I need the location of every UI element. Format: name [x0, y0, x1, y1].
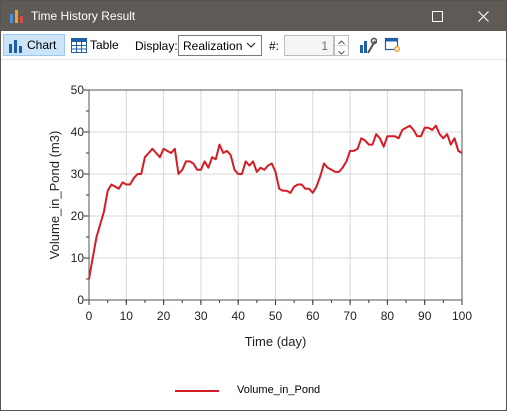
x-tick-label: 40	[232, 309, 246, 323]
chevron-down-icon	[246, 42, 256, 48]
y-tick-label: 0	[77, 293, 84, 307]
maximize-icon	[432, 11, 443, 22]
chart-view-button[interactable]: Chart	[3, 34, 65, 56]
x-axis-label: Time (day)	[245, 334, 307, 349]
bar-chart-icon	[10, 10, 23, 23]
chart-area: 0 10 20 30 40 50 0 10 20 30 40 50 60 70 80 90 100 Time (d…	[1, 60, 506, 410]
chevron-up-icon	[338, 40, 345, 45]
chart-settings-button[interactable]	[356, 34, 380, 56]
x-tick-label: 20	[157, 309, 171, 323]
x-tick-label: 50	[269, 309, 283, 323]
series-line-volume-in-pond	[88, 124, 463, 280]
x-tick-label: 80	[381, 309, 395, 323]
line-chart: 0 10 20 30 40 50 0 10 20 30 40 50 60 70 80 90 100 Time (d…	[47, 83, 472, 349]
realization-input[interactable]: 1	[284, 35, 334, 56]
x-tick-label: 0	[86, 309, 93, 323]
chart-legend: Volume_in_Pond	[175, 383, 345, 399]
stepper-up[interactable]	[335, 36, 348, 46]
x-tick-label: 90	[418, 309, 432, 323]
y-axis-label: Volume_in_Pond (m3)	[47, 131, 62, 260]
plot-frame	[88, 89, 463, 301]
chart-export-button[interactable]	[381, 34, 405, 56]
chart-settings-icon	[360, 37, 377, 54]
table-grid-icon	[71, 37, 87, 53]
x-tick-label: 10	[120, 309, 134, 323]
maximize-button[interactable]	[414, 1, 460, 31]
y-tick-label: 30	[71, 167, 85, 181]
legend-label: Volume_in_Pond	[237, 384, 321, 396]
x-tick-label: 30	[194, 309, 208, 323]
toolbar: Chart Table Display: Realization #: 1	[1, 31, 506, 60]
chart-export-icon	[384, 37, 400, 52]
title-bar: Time History Result	[1, 1, 506, 31]
y-tick-label: 10	[71, 251, 85, 265]
realization-stepper[interactable]	[334, 35, 349, 56]
close-button[interactable]	[460, 1, 506, 31]
stepper-down[interactable]	[335, 46, 348, 55]
y-tick-label: 40	[71, 125, 85, 139]
y-tick-label: 50	[71, 83, 85, 97]
x-tick-label: 100	[452, 309, 472, 323]
display-select[interactable]: Realization	[178, 35, 262, 56]
table-view-button[interactable]: Table	[67, 34, 123, 56]
table-view-label: Table	[90, 38, 119, 52]
display-label: Display:	[135, 39, 178, 53]
chevron-down-icon	[338, 50, 345, 55]
bar-chart-icon	[9, 39, 22, 53]
realization-label: #:	[269, 39, 280, 53]
close-icon	[478, 11, 489, 22]
display-select-value: Realization	[183, 39, 243, 53]
x-tick-label: 60	[306, 309, 320, 323]
y-tick-label: 20	[71, 209, 85, 223]
chart-view-label: Chart	[27, 38, 57, 52]
x-tick-label: 70	[343, 309, 357, 323]
window-title: Time History Result	[31, 9, 136, 23]
realization-value: 1	[321, 39, 328, 53]
legend-swatch	[175, 390, 219, 392]
